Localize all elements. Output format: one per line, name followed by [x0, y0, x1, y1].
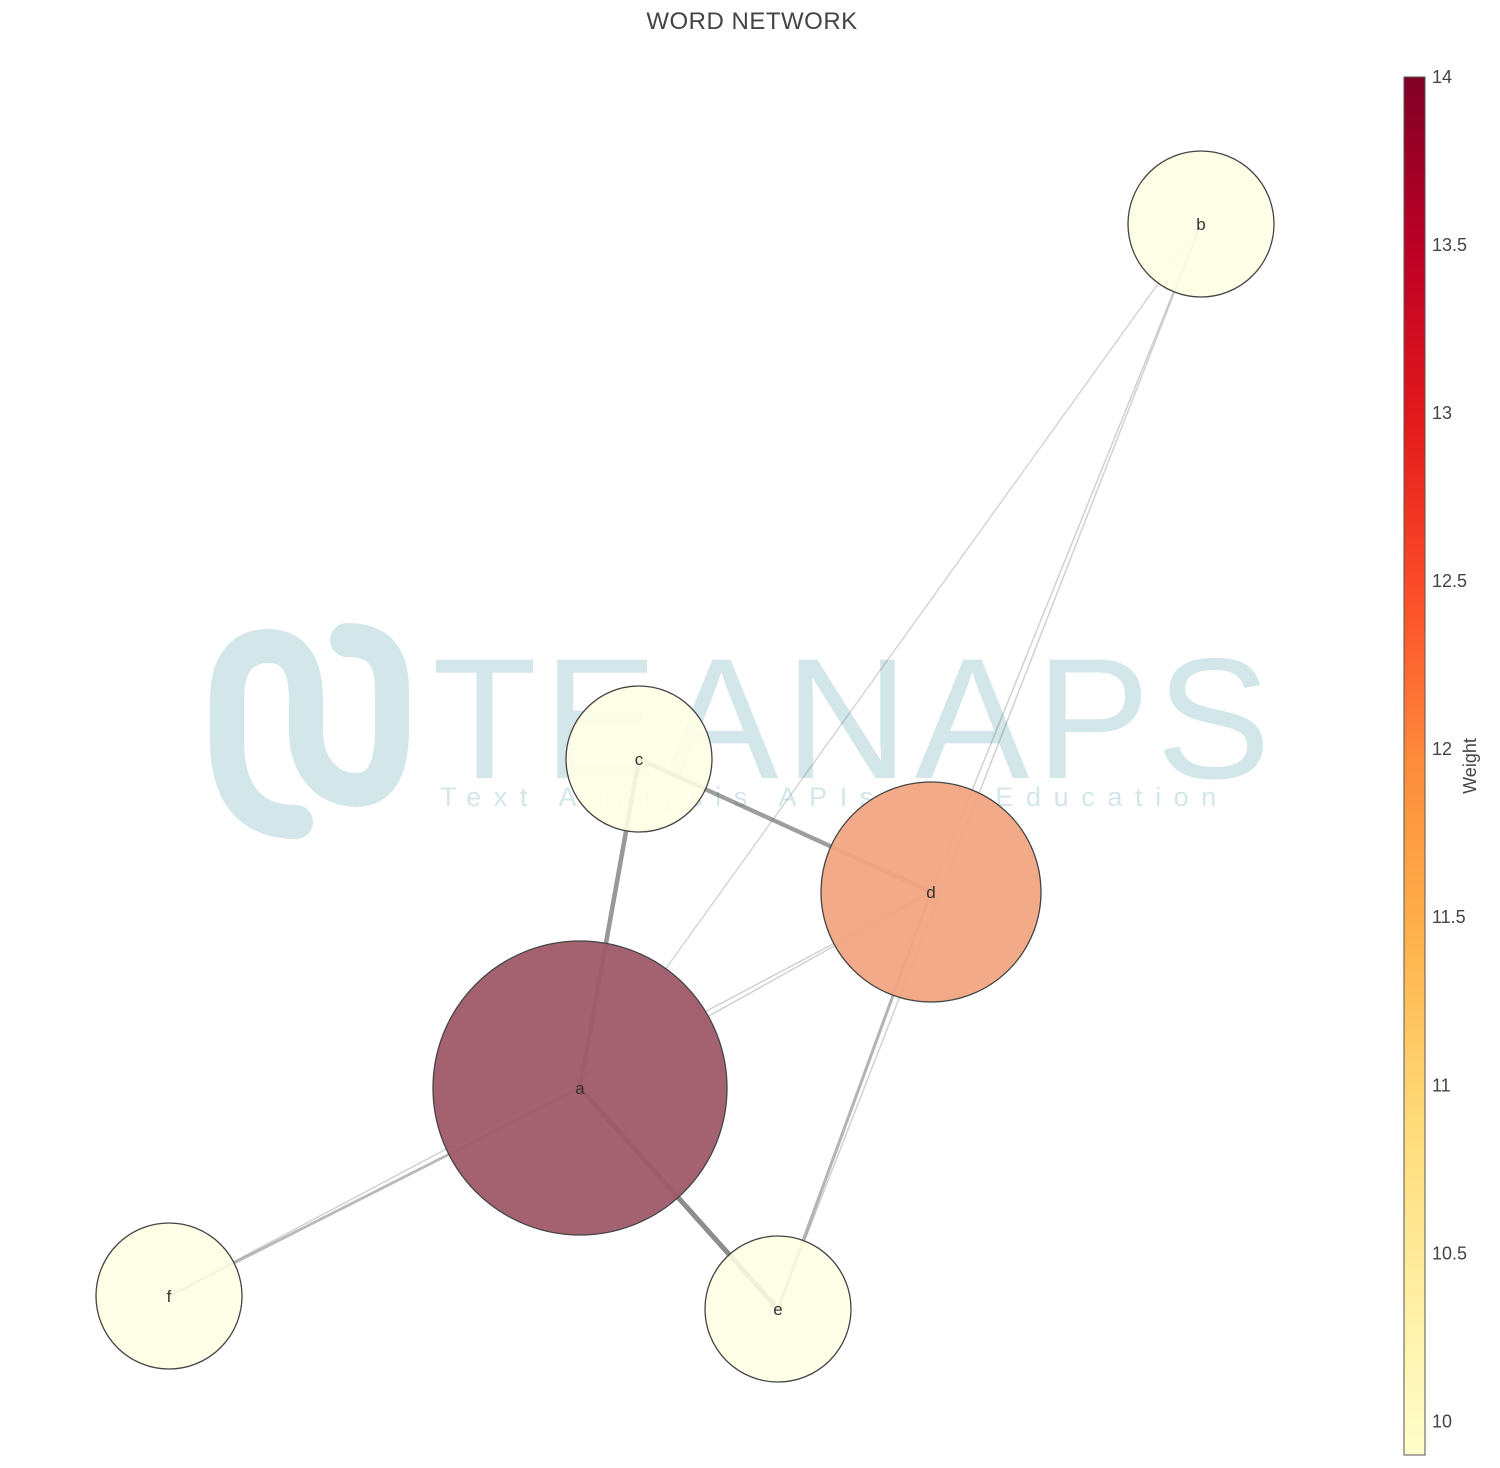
- nodes-layer: a b c d e f: [95, 150, 1275, 1383]
- node-label-a: a: [575, 1079, 585, 1098]
- colorbar-tick-label: 13: [1432, 403, 1452, 423]
- colorbar-tick-label: 11.5: [1432, 907, 1466, 927]
- node-a[interactable]: [432, 940, 728, 1236]
- watermark-tagline: Text Analysis APIs for Education: [440, 782, 1229, 812]
- colorbar-ticks: 10 10.5 11 11.5 12 12.5 13 13.5 14: [1432, 67, 1467, 1431]
- node-label-b: b: [1196, 215, 1205, 234]
- colorbar: 10 10.5 11 11.5 12 12.5 13 13.5 14 Weight: [1403, 67, 1480, 1456]
- node-d[interactable]: [820, 781, 1042, 1003]
- teanaps-logo: [210, 623, 409, 839]
- node-label-f: f: [167, 1287, 172, 1306]
- colorbar-tick-label: 14: [1432, 67, 1452, 87]
- colorbar-tick-label: 10.5: [1432, 1243, 1467, 1263]
- colorbar-tick-label: 11: [1432, 1075, 1451, 1095]
- node-c[interactable]: [565, 685, 713, 833]
- node-label-d: d: [926, 883, 935, 902]
- node-b[interactable]: [1127, 150, 1275, 298]
- chart-title: WORD NETWORK: [646, 8, 858, 35]
- node-label-e: e: [773, 1300, 782, 1319]
- colorbar-tick-label: 10: [1432, 1411, 1452, 1431]
- edge-b-d: [930, 223, 1202, 893]
- node-f[interactable]: [95, 1222, 243, 1370]
- node-e[interactable]: [704, 1235, 852, 1383]
- watermark: TEANAPS Text Analysis APIs for Education: [210, 623, 1271, 839]
- colorbar-tick-label: 13.5: [1432, 235, 1467, 255]
- edge-b-e: [777, 223, 1202, 1310]
- edge-a-b: [579, 223, 1202, 1089]
- colorbar-tick-label: 12: [1432, 739, 1452, 759]
- colorbar-gradient: [1403, 76, 1426, 1456]
- colorbar-title: Weight: [1460, 738, 1480, 794]
- colorbar-tick-label: 12.5: [1432, 571, 1467, 591]
- node-label-c: c: [635, 750, 644, 769]
